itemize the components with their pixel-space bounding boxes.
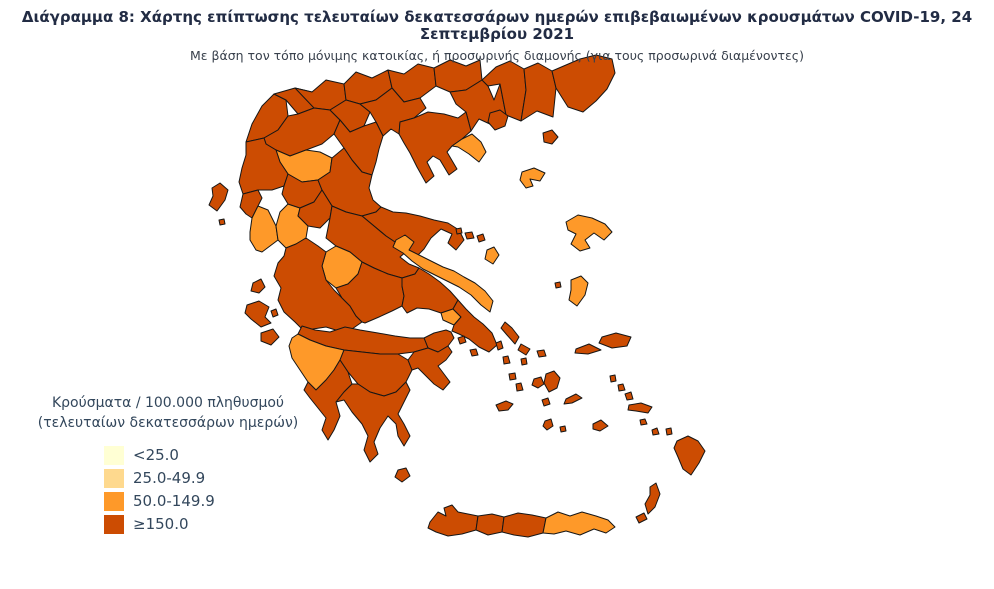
legend-title-line2: (τελευταίων δεκατεσσάρων ημερών) xyxy=(37,414,299,431)
region-alonnisos xyxy=(476,233,486,243)
region-anafi xyxy=(559,425,567,433)
region-chalkidiki xyxy=(398,111,472,184)
region-rodos xyxy=(673,435,706,476)
region-serifos xyxy=(508,372,517,381)
region-kos xyxy=(627,402,653,414)
region-kefalonia xyxy=(244,300,272,328)
region-skiathos xyxy=(455,227,463,235)
region-naxos xyxy=(543,370,561,393)
region-samothraki xyxy=(542,129,559,145)
region-lesvos xyxy=(565,214,613,252)
region-andros xyxy=(500,321,520,345)
region-zakynthos xyxy=(260,328,280,346)
legend-rows: <25.0 25.0-49.9 50.0-149.9 ≥150.0 xyxy=(104,444,316,536)
region-evia xyxy=(392,234,494,313)
legend-row: ≥150.0 xyxy=(104,513,316,536)
legend-row: 25.0-49.9 xyxy=(104,467,316,490)
region-kythira xyxy=(394,467,411,483)
region-chios xyxy=(568,275,589,307)
legend-swatch-class1 xyxy=(104,445,124,465)
region-skopelos xyxy=(464,231,475,240)
region-ikaria xyxy=(574,343,602,355)
chart-subtitle: Με βάση τον τόπο μόνιμης κατοικίας, ή πρ… xyxy=(189,47,805,63)
region-irakleio xyxy=(501,512,547,538)
region-ios xyxy=(541,397,551,407)
region-lefkada xyxy=(250,278,266,294)
region-kalymnos xyxy=(624,391,634,401)
region-lakonia xyxy=(335,381,411,463)
region-psara xyxy=(554,281,562,289)
region-athos-peninsula xyxy=(451,133,487,163)
region-kasos xyxy=(635,512,648,524)
legend-label-class1: <25.0 xyxy=(133,446,179,465)
region-karpathos xyxy=(644,482,661,515)
region-attiki xyxy=(451,299,498,353)
region-nisyros xyxy=(639,418,648,426)
region-patmos xyxy=(609,374,617,383)
region-messinia xyxy=(303,359,353,441)
region-kea xyxy=(495,340,504,351)
legend-swatch-class3 xyxy=(104,491,124,511)
legend-swatch-class2 xyxy=(104,468,124,488)
region-preveza xyxy=(249,205,279,253)
region-paros xyxy=(531,376,545,389)
region-thasos xyxy=(487,109,509,131)
region-kerkyra xyxy=(208,182,229,212)
region-samos xyxy=(598,332,632,349)
legend-label-class3: 50.0-149.9 xyxy=(133,492,215,511)
region-tinos xyxy=(517,343,531,356)
region-chania xyxy=(427,504,479,537)
legend-row: <25.0 xyxy=(104,444,316,467)
region-rodopi xyxy=(520,62,557,122)
legend-title: Κρούσματα / 100.000 πληθυσμού (τελευταίω… xyxy=(20,394,316,434)
region-aigina xyxy=(469,348,479,357)
region-sifnos xyxy=(515,382,524,392)
region-astypalaia xyxy=(592,419,609,432)
region-kythnos xyxy=(502,355,511,365)
region-ioannina xyxy=(238,137,289,195)
region-symi xyxy=(665,427,673,436)
region-argolida xyxy=(407,345,453,391)
legend-row: 50.0-149.9 xyxy=(104,490,316,513)
legend-swatch-class4 xyxy=(104,514,124,534)
region-rethymno xyxy=(475,513,505,536)
region-salamina xyxy=(457,335,467,345)
region-fokida xyxy=(335,261,405,324)
region-mykonos xyxy=(536,349,547,358)
region-limnos xyxy=(519,167,546,189)
region-santorini xyxy=(542,418,554,431)
map-legend: Κρούσματα / 100.000 πληθυσμού (τελευταίω… xyxy=(20,394,316,536)
region-milos xyxy=(495,400,514,412)
region-evros xyxy=(551,54,616,113)
region-leros xyxy=(617,383,626,392)
legend-title-line1: Κρούσματα / 100.000 πληθυσμού xyxy=(51,395,285,411)
region-syros xyxy=(520,357,528,366)
chart-title: Διάγραμμα 8: Χάρτης επίπτωσης τελευταίων… xyxy=(21,8,973,44)
region-amorgos xyxy=(563,393,583,405)
region-ithaki xyxy=(270,308,279,318)
region-tilos xyxy=(651,427,660,436)
legend-label-class2: 25.0-49.9 xyxy=(133,469,206,488)
header: Διάγραμμα 8: Χάρτης επίπτωσης τελευταίων… xyxy=(0,0,994,63)
region-lasithi xyxy=(542,511,616,536)
region-paxoi xyxy=(218,218,226,226)
region-skyros xyxy=(484,246,500,265)
legend-label-class4: ≥150.0 xyxy=(133,515,189,534)
